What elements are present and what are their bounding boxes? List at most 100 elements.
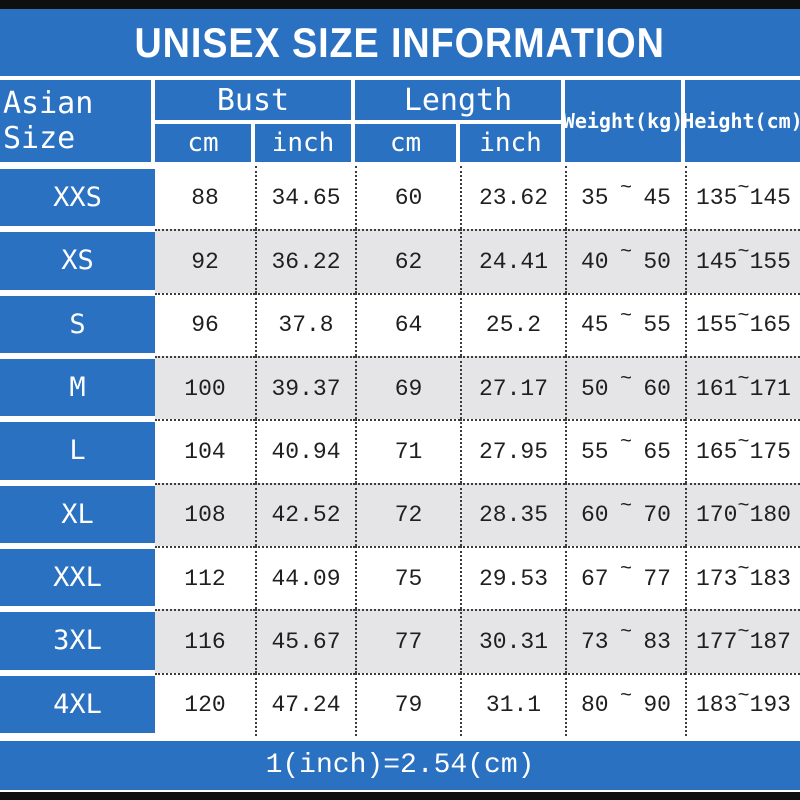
bust-inch-value: 44.09: [255, 545, 355, 610]
bust-inch-value: 37.8: [255, 292, 355, 356]
weight-max: 83: [643, 628, 671, 655]
weight-min: 50: [581, 375, 609, 402]
weight-min: 80: [581, 692, 609, 719]
bust-cm-value: 88: [155, 166, 255, 230]
height-min: 135: [696, 184, 738, 211]
length-inch-value: 24.41: [460, 229, 565, 293]
header-height: Height(cm): [682, 80, 800, 162]
top-border-bar: [0, 0, 800, 9]
height-max: 183: [749, 565, 791, 592]
weight-max: 65: [643, 438, 671, 465]
height-max: 175: [749, 438, 791, 465]
height-max: 165: [749, 312, 791, 339]
length-inch-value: 31.1: [460, 672, 565, 736]
divider: [0, 76, 800, 80]
weight-range: 45 ~ 55: [565, 292, 685, 356]
weight-max: 77: [643, 565, 671, 592]
tilde-symbol: ~: [737, 431, 750, 455]
height-max: 187: [749, 628, 791, 655]
height-range: 145 ~ 155: [685, 229, 800, 293]
tilde-symbol: ~: [737, 241, 750, 265]
weight-range: 55 ~ 65: [565, 419, 685, 483]
length-cm-value: 75: [355, 545, 460, 610]
tilde-symbol: ~: [619, 368, 632, 392]
weight-max: 50: [643, 248, 671, 275]
conversion-note-banner: 1(inch)=2.54(cm): [0, 741, 800, 790]
bust-inch-value: 47.24: [255, 672, 355, 736]
header-bust-cm: cm: [155, 124, 255, 162]
tilde-symbol: ~: [619, 621, 632, 645]
bust-inch-value: 40.94: [255, 419, 355, 483]
header-bust-inch: inch: [255, 124, 355, 162]
table-row-s: S 96 37.8 64 25.2 45 ~ 55 155 ~ 165: [0, 292, 800, 356]
size-label: M: [0, 355, 155, 420]
divider: [0, 162, 800, 166]
divider: [0, 790, 800, 792]
bust-inch-value: 42.52: [255, 482, 355, 546]
weight-min: 60: [581, 502, 609, 529]
length-cm-value: 60: [355, 166, 460, 230]
height-max: 193: [749, 692, 791, 719]
height-min: 145: [696, 248, 738, 275]
height-max: 171: [749, 375, 791, 402]
bust-cm-value: 116: [155, 609, 255, 673]
header-asian-size: Asian Size: [0, 80, 155, 162]
height-max: 155: [749, 248, 791, 275]
bust-cm-value: 108: [155, 482, 255, 546]
tilde-symbol: ~: [737, 684, 750, 708]
height-min: 165: [696, 438, 738, 465]
tilde-symbol: ~: [619, 304, 632, 328]
length-cm-value: 69: [355, 355, 460, 420]
weight-min: 73: [581, 628, 609, 655]
size-label: S: [0, 292, 155, 356]
bust-inch-value: 34.65: [255, 166, 355, 230]
length-cm-value: 77: [355, 609, 460, 673]
size-label: XL: [0, 482, 155, 546]
bottom-border-bar: [0, 792, 800, 800]
page-title: UNISEX SIZE INFORMATION: [134, 18, 666, 66]
header-bust-group: Bust: [155, 80, 355, 124]
size-label: XXL: [0, 545, 155, 610]
weight-min: 55: [581, 438, 609, 465]
height-min: 177: [696, 628, 738, 655]
tilde-symbol: ~: [619, 431, 632, 455]
tilde-symbol: ~: [737, 368, 750, 392]
tilde-symbol: ~: [619, 177, 632, 201]
height-min: 183: [696, 692, 738, 719]
length-cm-value: 72: [355, 482, 460, 546]
height-range: 177 ~ 187: [685, 609, 800, 673]
length-inch-value: 23.62: [460, 166, 565, 230]
height-min: 170: [696, 502, 738, 529]
size-label: XXS: [0, 166, 155, 230]
weight-min: 45: [581, 312, 609, 339]
weight-min: 40: [581, 248, 609, 275]
tilde-symbol: ~: [619, 684, 632, 708]
bust-cm-value: 104: [155, 419, 255, 483]
bust-cm-value: 120: [155, 672, 255, 736]
height-min: 161: [696, 375, 738, 402]
table-row-3xl: 3XL 116 45.67 77 30.31 73 ~ 83 177 ~ 187: [0, 609, 800, 673]
weight-max: 90: [643, 692, 671, 719]
table-body: XXS 88 34.65 60 23.62 35 ~ 45 135 ~ 145 …: [0, 166, 800, 736]
table-header: Asian Size Bust Length Weight(kg) Height…: [0, 80, 800, 162]
bust-cm-value: 92: [155, 229, 255, 293]
weight-range: 40 ~ 50: [565, 229, 685, 293]
weight-range: 50 ~ 60: [565, 355, 685, 420]
conversion-note: 1(inch)=2.54(cm): [265, 750, 535, 781]
divider: [0, 736, 800, 741]
length-cm-value: 64: [355, 292, 460, 356]
bust-inch-value: 45.67: [255, 609, 355, 673]
table-row-m: M 100 39.37 69 27.17 50 ~ 60 161 ~ 171: [0, 355, 800, 420]
tilde-symbol: ~: [619, 241, 632, 265]
height-max: 180: [749, 502, 791, 529]
header-length-cm: cm: [355, 124, 460, 162]
bust-cm-value: 96: [155, 292, 255, 356]
length-cm-value: 71: [355, 419, 460, 483]
tilde-symbol: ~: [619, 558, 632, 582]
length-inch-value: 28.35: [460, 482, 565, 546]
weight-min: 67: [581, 565, 609, 592]
height-min: 173: [696, 565, 738, 592]
size-label: 3XL: [0, 609, 155, 673]
length-inch-value: 27.95: [460, 419, 565, 483]
